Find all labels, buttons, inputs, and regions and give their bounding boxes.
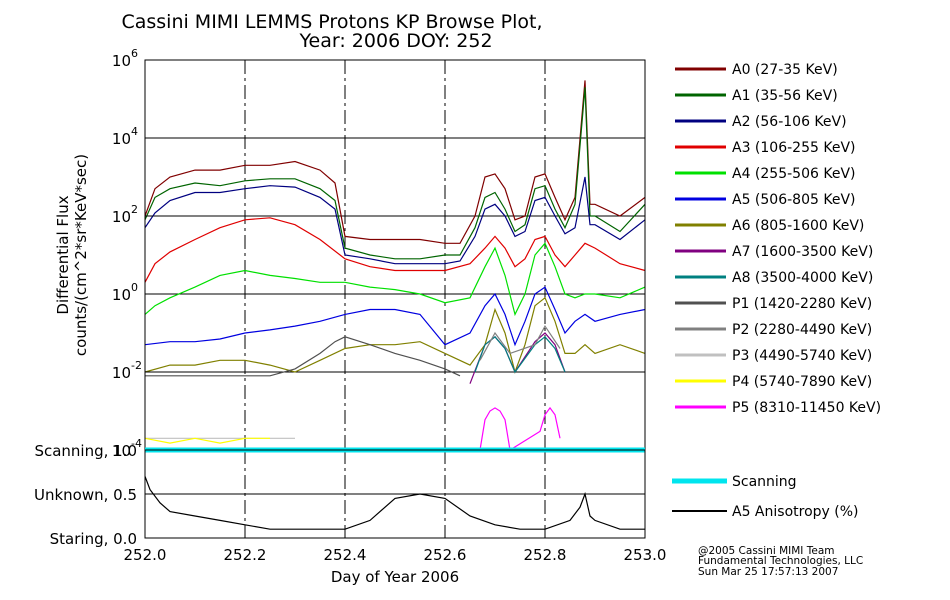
y-tick-label: 10 <box>112 442 131 460</box>
series-line <box>144 476 645 530</box>
y-tick-exponent: -2 <box>131 359 142 372</box>
footer-line3: Sun Mar 25 17:57:13 2007 <box>698 566 838 578</box>
y-axis-label-line1: Differential Flux <box>54 195 72 314</box>
flux-frame <box>144 59 646 451</box>
series-line <box>144 242 646 317</box>
footer-line2: Fundamental Technologies, LLC <box>698 555 863 567</box>
legend-label: P2 (2280-4490 KeV) <box>732 322 872 338</box>
y-tick-exponent: -4 <box>131 437 142 450</box>
legend-label: A5 Anisotropy (%) <box>732 504 859 520</box>
anisotropy-panel: Scanning, 1.0 Unknown, 0.5 Staring, 0.0 25… <box>34 442 859 586</box>
anisotropy-frame <box>144 449 646 539</box>
series-line <box>144 176 646 265</box>
legend-label: P1 (1420-2280 KeV) <box>732 296 872 312</box>
footer-credits: @2005 Cassini MIMI Team Fundamental Tech… <box>698 545 863 578</box>
series-line <box>474 335 566 374</box>
anisotropy-legend: Scanning A5 Anisotropy (%) <box>672 474 859 520</box>
y-tick-label: 10 <box>112 286 131 304</box>
x-tick-label: 252.4 <box>324 546 367 564</box>
y-tick-label: Scanning, 1.0 <box>34 442 137 460</box>
series-line <box>469 332 566 384</box>
legend-label: A8 (3500-4000 KeV) <box>732 270 873 286</box>
y-tick-label: Unknown, 0.5 <box>34 486 137 504</box>
legend-label: P4 (5740-7890 KeV) <box>732 374 872 390</box>
chart-title-line1: Cassini MIMI LEMMS Protons KP Browse Plo… <box>121 11 542 33</box>
legend-label: Scanning <box>732 474 797 490</box>
legend-label: P3 (4490-5740 KeV) <box>732 348 872 364</box>
legend-label: A6 (805-1600 KeV) <box>732 218 864 234</box>
x-tick-label: 252.8 <box>524 546 567 564</box>
series-line <box>144 296 646 375</box>
legend-label: A3 (106-255 KeV) <box>732 140 855 156</box>
flux-legend: A0 (27-35 KeV) A1 (35-56 KeV) A2 (56-106 K… <box>675 62 881 416</box>
legend-label: A4 (255-506 KeV) <box>732 166 855 182</box>
series-line <box>145 336 461 377</box>
legend-label: A2 (56-106 KeV) <box>732 114 847 130</box>
y-tick-label: 10 <box>112 208 131 226</box>
y-tick-label: 10 <box>112 130 131 148</box>
y-tick-label: 10 <box>112 364 131 382</box>
legend-label: A0 (27-35 KeV) <box>732 62 838 78</box>
y-tick-exponent: 0 <box>131 281 138 294</box>
legend-label: A5 (506-805 KeV) <box>732 192 855 208</box>
series-line <box>144 437 270 444</box>
x-tick-label: 252.2 <box>224 546 267 564</box>
x-axis-label: Day of Year 2006 <box>331 568 459 586</box>
series-line <box>144 80 646 244</box>
series-line <box>479 406 561 451</box>
legend-label: A7 (1600-3500 KeV) <box>732 244 873 260</box>
chart-title-line2: Year: 2006 DOY: 252 <box>298 30 492 52</box>
y-tick-label: 10 <box>112 52 131 70</box>
series-line <box>144 217 646 283</box>
series-line <box>479 324 561 361</box>
x-tick-label: 252.6 <box>424 546 467 564</box>
y-tick-exponent: 4 <box>131 125 138 138</box>
y-tick-label: Staring, 0.0 <box>50 530 137 548</box>
x-tick-label: 253.0 <box>624 546 667 564</box>
x-tick-label: 252.0 <box>124 546 167 564</box>
series-line <box>144 286 646 347</box>
legend-label: P5 (8310-11450 KeV) <box>732 400 881 416</box>
series-line <box>144 87 646 260</box>
legend-label: A1 (35-56 KeV) <box>732 88 838 104</box>
y-tick-exponent: 2 <box>131 203 138 216</box>
footer-line1: @2005 Cassini MIMI Team <box>698 545 835 557</box>
y-tick-exponent: 6 <box>131 47 138 60</box>
y-axis-label-line2: counts/(cm^2*sr*KeV*sec) <box>72 154 90 356</box>
